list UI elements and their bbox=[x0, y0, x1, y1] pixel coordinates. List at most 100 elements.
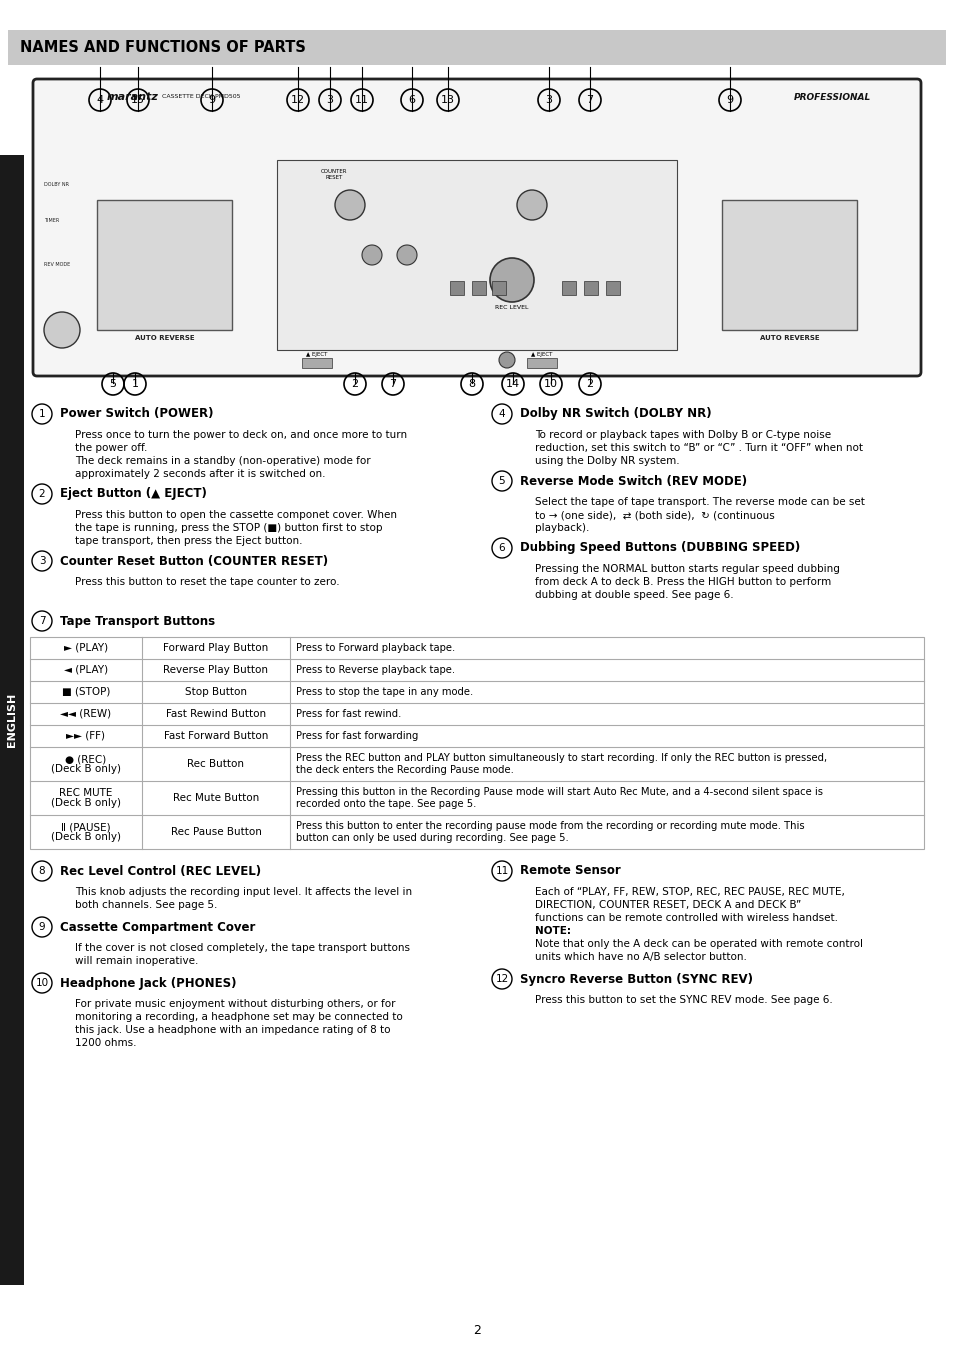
Text: Press the REC button and PLAY button simultaneously to start recording. If only : Press the REC button and PLAY button sim… bbox=[295, 753, 826, 764]
Text: ENGLISH: ENGLISH bbox=[7, 693, 17, 747]
Bar bbox=[30, 637, 923, 849]
Text: NOTE:: NOTE: bbox=[535, 925, 571, 936]
Text: Fast Rewind Button: Fast Rewind Button bbox=[166, 710, 266, 719]
Text: ● (REC): ● (REC) bbox=[66, 754, 107, 764]
Text: Press for fast rewind.: Press for fast rewind. bbox=[295, 710, 401, 719]
Text: AUTO REVERSE: AUTO REVERSE bbox=[759, 335, 819, 341]
Text: Press to Forward playback tape.: Press to Forward playback tape. bbox=[295, 643, 455, 653]
Text: the power off.: the power off. bbox=[75, 442, 147, 453]
Text: both channels. See page 5.: both channels. See page 5. bbox=[75, 900, 217, 911]
Text: 7: 7 bbox=[389, 379, 396, 389]
Text: tape transport, then press the Eject button.: tape transport, then press the Eject but… bbox=[75, 536, 302, 546]
Circle shape bbox=[335, 190, 365, 220]
Text: 9: 9 bbox=[725, 94, 733, 105]
Text: The deck remains in a standby (non-operative) mode for: The deck remains in a standby (non-opera… bbox=[75, 456, 370, 465]
Text: If the cover is not closed completely, the tape transport buttons: If the cover is not closed completely, t… bbox=[75, 943, 410, 952]
Bar bbox=[276, 161, 677, 349]
Text: 4: 4 bbox=[498, 409, 505, 420]
Text: Each of “PLAY, FF, REW, STOP, REC, REC PAUSE, REC MUTE,: Each of “PLAY, FF, REW, STOP, REC, REC P… bbox=[535, 888, 844, 897]
Text: 8: 8 bbox=[468, 379, 475, 389]
Text: REC MUTE: REC MUTE bbox=[59, 788, 112, 799]
Text: Syncro Reverse Button (SYNC REV): Syncro Reverse Button (SYNC REV) bbox=[519, 973, 752, 986]
Text: the tape is running, press the STOP (■) button first to stop: the tape is running, press the STOP (■) … bbox=[75, 523, 382, 533]
Bar bbox=[583, 281, 598, 295]
Text: 6: 6 bbox=[498, 544, 505, 553]
Text: ►► (FF): ►► (FF) bbox=[67, 731, 106, 741]
Text: 2: 2 bbox=[586, 379, 593, 389]
Bar bbox=[8, 30, 945, 65]
Text: ► (PLAY): ► (PLAY) bbox=[64, 643, 108, 653]
Text: functions can be remote controlled with wireless handset.: functions can be remote controlled with … bbox=[535, 913, 837, 923]
Bar bbox=[450, 281, 463, 295]
Text: this jack. Use a headphone with an impedance rating of 8 to: this jack. Use a headphone with an imped… bbox=[75, 1025, 390, 1035]
Text: 11: 11 bbox=[495, 866, 508, 876]
Text: the deck enters the Recording Pause mode.: the deck enters the Recording Pause mode… bbox=[295, 765, 514, 774]
Text: Pressing this button in the Recording Pause mode will start Auto Rec Mute, and a: Pressing this button in the Recording Pa… bbox=[295, 786, 822, 797]
Circle shape bbox=[517, 190, 546, 220]
Text: This knob adjusts the recording input level. It affects the level in: This knob adjusts the recording input le… bbox=[75, 888, 412, 897]
Bar bbox=[97, 200, 232, 331]
Text: ◄ (PLAY): ◄ (PLAY) bbox=[64, 665, 108, 674]
Text: button can only be used during recording. See page 5.: button can only be used during recording… bbox=[295, 832, 568, 843]
Text: DOLBY NR: DOLBY NR bbox=[44, 182, 69, 188]
Circle shape bbox=[490, 258, 534, 302]
Text: 2: 2 bbox=[473, 1325, 480, 1337]
Text: 12: 12 bbox=[495, 974, 508, 983]
Text: will remain inoperative.: will remain inoperative. bbox=[75, 956, 198, 966]
Text: For private music enjoyment without disturbing others, or for: For private music enjoyment without dist… bbox=[75, 1000, 395, 1009]
Text: REV MODE: REV MODE bbox=[44, 263, 71, 267]
Text: (Deck B only): (Deck B only) bbox=[51, 832, 121, 842]
Text: dubbing at double speed. See page 6.: dubbing at double speed. See page 6. bbox=[535, 590, 733, 600]
Text: 12: 12 bbox=[291, 94, 305, 105]
Text: PROFESSIONAL: PROFESSIONAL bbox=[793, 93, 870, 101]
Text: DIRECTION, COUNTER RESET, DECK A and DECK B”: DIRECTION, COUNTER RESET, DECK A and DEC… bbox=[535, 900, 801, 911]
Bar bbox=[302, 357, 332, 368]
Circle shape bbox=[498, 352, 515, 368]
Text: Counter Reset Button (COUNTER RESET): Counter Reset Button (COUNTER RESET) bbox=[60, 554, 328, 568]
Text: 2: 2 bbox=[39, 488, 45, 499]
Text: monitoring a recording, a headphone set may be connected to: monitoring a recording, a headphone set … bbox=[75, 1012, 402, 1023]
Text: COUNTER
RESET: COUNTER RESET bbox=[320, 169, 347, 179]
Text: AUTO REVERSE: AUTO REVERSE bbox=[134, 335, 194, 341]
Text: Reverse Mode Switch (REV MODE): Reverse Mode Switch (REV MODE) bbox=[519, 475, 746, 487]
Bar bbox=[0, 155, 24, 1286]
Text: 11: 11 bbox=[355, 94, 369, 105]
Text: 6: 6 bbox=[408, 94, 416, 105]
Text: recorded onto the tape. See page 5.: recorded onto the tape. See page 5. bbox=[295, 799, 476, 809]
Text: 3: 3 bbox=[326, 94, 334, 105]
Text: ▲ EJECT: ▲ EJECT bbox=[306, 352, 327, 357]
Text: 7: 7 bbox=[39, 616, 45, 626]
Text: Press this button to reset the tape counter to zero.: Press this button to reset the tape coun… bbox=[75, 577, 339, 587]
Text: Select the tape of tape transport. The reverse mode can be set: Select the tape of tape transport. The r… bbox=[535, 496, 864, 507]
Text: Press to Reverse playback tape.: Press to Reverse playback tape. bbox=[295, 665, 455, 674]
Text: Press once to turn the power to deck on, and once more to turn: Press once to turn the power to deck on,… bbox=[75, 430, 407, 440]
Text: CASSETTE DECK PMD505: CASSETTE DECK PMD505 bbox=[162, 94, 240, 100]
Text: Dubbing Speed Buttons (DUBBING SPEED): Dubbing Speed Buttons (DUBBING SPEED) bbox=[519, 541, 800, 554]
Text: 1: 1 bbox=[132, 379, 138, 389]
Text: 3: 3 bbox=[39, 556, 45, 567]
Bar bbox=[721, 200, 856, 331]
Text: 5: 5 bbox=[110, 379, 116, 389]
Text: using the Dolby NR system.: using the Dolby NR system. bbox=[535, 456, 679, 465]
Text: 15: 15 bbox=[131, 94, 145, 105]
Text: Ⅱ (PAUSE): Ⅱ (PAUSE) bbox=[61, 822, 111, 832]
Text: Rec Level Control (REC LEVEL): Rec Level Control (REC LEVEL) bbox=[60, 865, 261, 877]
Text: Power Switch (POWER): Power Switch (POWER) bbox=[60, 407, 213, 421]
Text: Rec Pause Button: Rec Pause Button bbox=[171, 827, 261, 836]
Text: Stop Button: Stop Button bbox=[185, 687, 247, 697]
Text: Dolby NR Switch (DOLBY NR): Dolby NR Switch (DOLBY NR) bbox=[519, 407, 711, 421]
Text: 1200 ohms.: 1200 ohms. bbox=[75, 1037, 136, 1048]
FancyBboxPatch shape bbox=[33, 80, 920, 376]
Text: Press this button to enter the recording pause mode from the recording or record: Press this button to enter the recording… bbox=[295, 822, 803, 831]
Text: Eject Button (▲ EJECT): Eject Button (▲ EJECT) bbox=[60, 487, 207, 500]
Text: units which have no A/B selector button.: units which have no A/B selector button. bbox=[535, 952, 746, 962]
Text: Remote Sensor: Remote Sensor bbox=[519, 865, 620, 877]
Text: Press this button to set the SYNC REV mode. See page 6.: Press this button to set the SYNC REV mo… bbox=[535, 996, 832, 1005]
Text: Press to stop the tape in any mode.: Press to stop the tape in any mode. bbox=[295, 687, 473, 697]
Text: Fast Forward Button: Fast Forward Button bbox=[164, 731, 268, 741]
Text: 9: 9 bbox=[208, 94, 215, 105]
Text: Note that only the A deck can be operated with remote control: Note that only the A deck can be operate… bbox=[535, 939, 862, 948]
Text: 10: 10 bbox=[35, 978, 49, 987]
Bar bbox=[492, 281, 505, 295]
Text: 5: 5 bbox=[498, 476, 505, 486]
